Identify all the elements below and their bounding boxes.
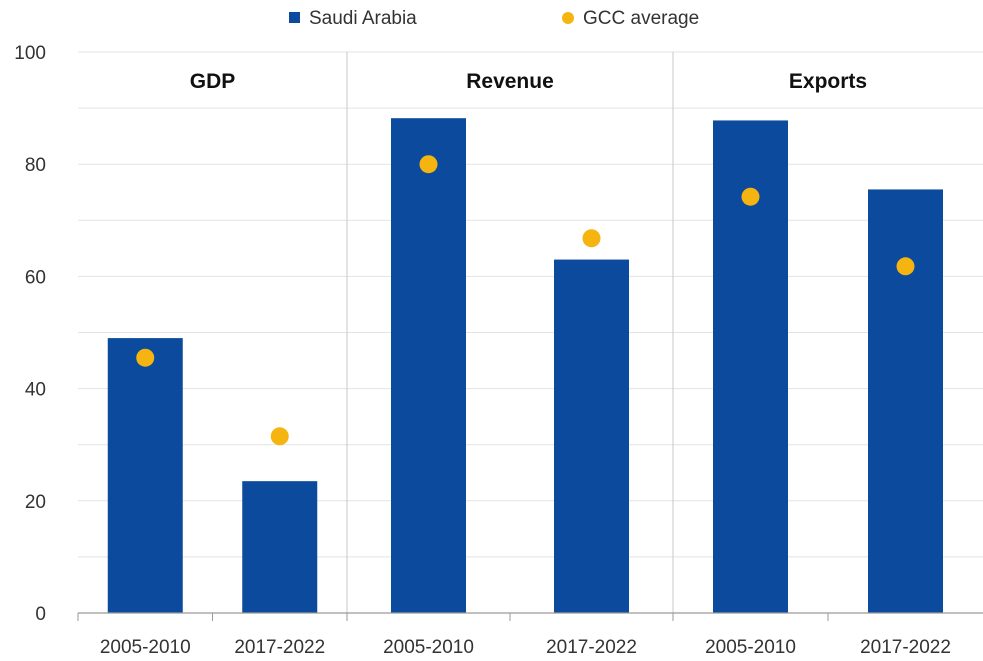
legend-circle-icon: [562, 12, 574, 24]
legend-label: GCC average: [583, 8, 699, 29]
dot-gcc-average: [419, 155, 438, 174]
bars: [107, 118, 943, 613]
dot-gcc-average: [582, 229, 601, 248]
bar-saudi-arabia: [554, 259, 629, 613]
legend-label: Saudi Arabia: [309, 8, 417, 29]
x-tick-label: 2005-2010: [100, 637, 191, 658]
panel-title: Revenue: [466, 70, 554, 93]
panel-separators: [346, 52, 674, 613]
panel-title: GDP: [190, 70, 236, 93]
bar-saudi-arabia: [391, 118, 466, 613]
y-tick-label: 60: [25, 267, 46, 288]
y-axis-ticks: 0 20 40 60 80 100: [14, 43, 46, 625]
y-tick-label: 100: [14, 43, 46, 64]
x-tick-label: 2005-2010: [705, 637, 796, 658]
bar-saudi-arabia: [107, 338, 183, 613]
panel-titles: GDP Revenue Exports: [190, 70, 867, 93]
bar-saudi-arabia: [242, 481, 318, 613]
x-tick-label: 2017-2022: [234, 637, 325, 658]
dot-gcc-average: [896, 257, 915, 276]
panel-title: Exports: [789, 70, 867, 93]
dot-gcc-average: [741, 187, 760, 206]
gcc-dots: [136, 155, 915, 446]
y-tick-label: 0: [35, 604, 46, 625]
x-tick-label: 2017-2022: [860, 637, 951, 658]
x-axis-ticks: 2005-2010 2017-2022 2005-2010 2017-2022 2005…: [77, 613, 951, 658]
legend-square-icon: [289, 12, 300, 23]
legend: Saudi Arabia GCC average: [289, 8, 699, 29]
grid-lines: [78, 51, 983, 558]
y-tick-label: 20: [25, 492, 46, 513]
dot-gcc-average: [270, 427, 289, 446]
x-tick-label: 2017-2022: [546, 637, 637, 658]
y-tick-label: 40: [25, 380, 46, 401]
x-tick-label: 2005-2010: [383, 637, 474, 658]
y-tick-label: 80: [25, 155, 46, 176]
bar-saudi-arabia: [868, 189, 943, 613]
dot-gcc-average: [136, 348, 155, 367]
